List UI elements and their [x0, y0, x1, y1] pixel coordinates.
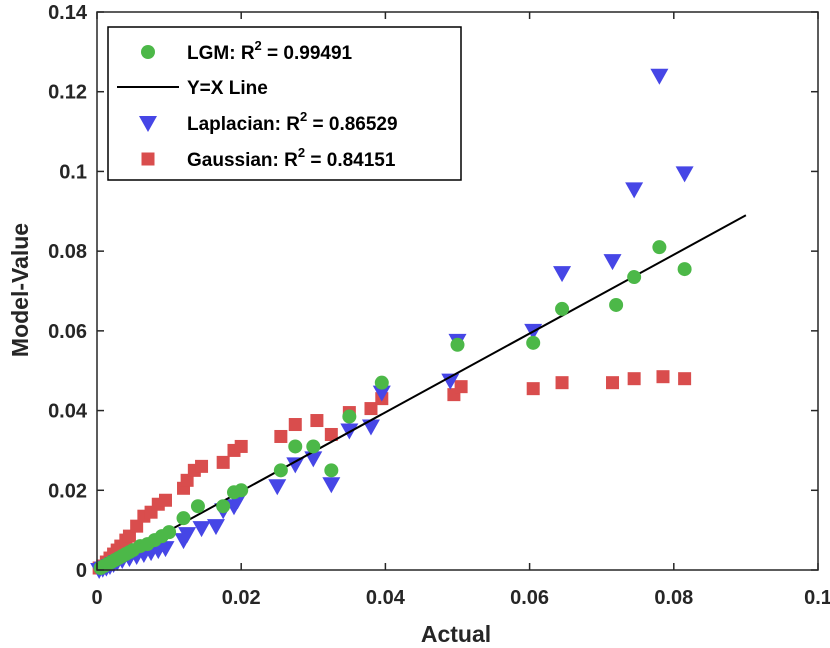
gaussian-point	[288, 418, 302, 432]
legend-line-label: Y=X Line	[187, 78, 268, 99]
lgm-point	[324, 463, 339, 478]
legend-label-superscript: 2	[255, 38, 262, 53]
gaussian-point	[454, 380, 468, 394]
laplacian-point	[650, 68, 669, 85]
legend-label-prefix: Gaussian: R	[187, 150, 298, 171]
legend-gaussian-label: Gaussian: R2 = 0.84151	[187, 145, 396, 171]
y-tick-label: 0.14	[48, 2, 88, 24]
gaussian-point	[122, 529, 136, 543]
legend-lgm-marker	[141, 45, 155, 59]
lgm-point	[162, 525, 177, 540]
laplacian-point	[156, 541, 175, 558]
lgm-point	[627, 270, 642, 285]
gaussian-point	[678, 372, 692, 386]
laplacian-point	[268, 479, 287, 496]
y-tick-label: 0	[76, 560, 87, 582]
lgm-point	[190, 499, 205, 514]
gaussian-point	[130, 519, 144, 533]
x-tick-label: 0.08	[654, 587, 693, 609]
legend-laplacian-label: Laplacian: R2 = 0.86529	[187, 109, 398, 135]
y-tick-label: 0.08	[48, 241, 87, 263]
x-tick-label: 0.02	[222, 587, 261, 609]
gaussian-point	[310, 414, 324, 428]
lgm-point	[555, 301, 570, 316]
laplacian-point	[675, 166, 694, 183]
gaussian-point	[180, 473, 194, 487]
gaussian-point	[526, 382, 540, 396]
plot-frame	[96, 11, 819, 571]
gaussian-point	[216, 455, 230, 469]
laplacian-point	[441, 373, 460, 390]
gaussian-point	[606, 376, 620, 390]
laplacian-point	[625, 182, 644, 199]
y-tick-label: 0.06	[48, 321, 87, 343]
x-tick-label: 0.06	[510, 587, 549, 609]
lgm-point	[450, 337, 465, 352]
lgm-point	[342, 409, 357, 424]
laplacian-point	[286, 457, 305, 474]
gaussian-point	[627, 372, 641, 386]
axes: 0 0.02 0.04 0.06 0.08 0.1 0 0.02 0.04 0.06 0.08 0.1…	[48, 2, 830, 609]
x-tick-label: 0.04	[366, 587, 406, 609]
legend-label-prefix: Laplacian: R	[187, 114, 300, 135]
gaussian-point	[656, 370, 670, 384]
y-tick-label: 0.12	[48, 82, 87, 104]
gaussian-point	[195, 459, 209, 473]
legend-label-superscript: 2	[298, 145, 305, 160]
lgm-point	[306, 439, 321, 454]
plot-marks	[90, 68, 747, 579]
legend-label-suffix: = 0.86529	[307, 114, 397, 135]
y-tick-label: 0.04	[48, 401, 88, 423]
laplacian-point	[178, 527, 197, 544]
legend-label-prefix: LGM: R	[187, 43, 255, 64]
lgm-point	[216, 499, 231, 514]
laplacian-point	[372, 385, 391, 402]
lgm-point	[374, 375, 389, 390]
lgm-point	[609, 297, 624, 312]
lgm-point	[652, 240, 667, 255]
laplacian-point	[304, 451, 323, 468]
legend-gaussian-marker	[141, 152, 155, 166]
y-tick-label: 0.02	[48, 480, 87, 502]
x-tick-label: 0	[91, 587, 102, 609]
gaussian-point	[158, 493, 172, 507]
gaussian-point	[324, 427, 338, 441]
gaussian-point	[364, 402, 378, 416]
x-axis-title: Actual	[421, 621, 491, 647]
y-tick-label: 0.1	[59, 161, 87, 183]
lgm-point	[288, 439, 303, 454]
x-tick-label: 0.1	[804, 587, 830, 609]
legend-laplacian-marker	[139, 116, 157, 132]
gaussian-point	[274, 429, 288, 443]
laplacian-point	[192, 521, 211, 538]
lgm-point	[526, 335, 541, 350]
legend-label-suffix: = 0.84151	[305, 150, 396, 171]
legend-lgm-label: LGM: R2 = 0.99491	[187, 38, 353, 64]
legend-label-prefix: Y=X Line	[187, 78, 268, 99]
laplacian-point	[322, 477, 341, 494]
lgm-point	[234, 483, 249, 498]
laplacian-point	[553, 266, 572, 283]
laplacian-point	[603, 254, 622, 271]
y-axis-title: Model-Value	[7, 223, 33, 357]
legend-label-suffix: = 0.99491	[262, 43, 353, 64]
lgm-point	[677, 262, 692, 277]
legend-box	[107, 26, 462, 181]
gaussian-point	[234, 439, 248, 453]
gaussian-point	[555, 376, 569, 390]
legend-label-superscript: 2	[300, 109, 307, 124]
lgm-point	[176, 511, 191, 526]
lgm-point	[273, 463, 288, 478]
laplacian-point	[206, 519, 225, 536]
